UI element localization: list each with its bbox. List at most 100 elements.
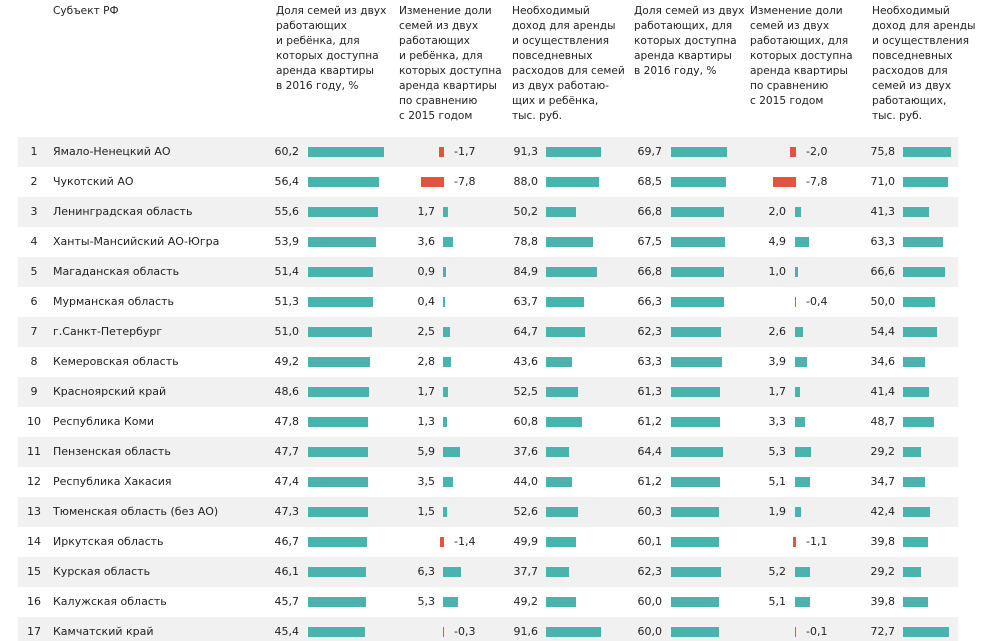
- value-cell: 5,9: [417, 445, 436, 458]
- bar-positive: [546, 147, 601, 157]
- bar-positive: [903, 567, 922, 577]
- value-cell: 1,7: [768, 385, 787, 398]
- bar-positive: [308, 537, 367, 547]
- bar-positive: [443, 417, 447, 427]
- value-cell: 60,3: [637, 505, 663, 518]
- value-cell: 5,1: [768, 475, 787, 488]
- bar-positive: [308, 357, 370, 367]
- value-cell: 39,8: [870, 535, 896, 548]
- value-cell: 1,9: [768, 505, 787, 518]
- rank-cell: 3: [30, 205, 38, 218]
- value-cell: 60,8: [513, 415, 539, 428]
- value-cell: 62,3: [637, 565, 663, 578]
- value-cell: 34,6: [870, 355, 896, 368]
- bar-positive: [546, 567, 569, 577]
- bar-positive: [903, 387, 930, 397]
- value-cell: 48,7: [870, 415, 896, 428]
- bar-positive: [308, 147, 384, 157]
- value-cell: 41,3: [870, 205, 896, 218]
- rank-cell: 1: [30, 145, 38, 158]
- table-row: 10 Республика Коми 47,8 1,3 60,8 61,2 3,3 48,7: [18, 407, 958, 437]
- bar-positive: [903, 207, 930, 217]
- value-cell: 47,8: [274, 415, 300, 428]
- bar-negative: [421, 177, 444, 187]
- bar-positive: [308, 237, 376, 247]
- bar-positive: [903, 477, 925, 487]
- bar-negative: [794, 627, 796, 637]
- region-name: Иркутская область: [53, 535, 164, 548]
- value-cell: 1,0: [768, 265, 787, 278]
- rank-cell: 7: [30, 325, 38, 338]
- value-cell: 66,8: [637, 265, 663, 278]
- value-cell: 2,6: [768, 325, 787, 338]
- value-cell: 2,5: [417, 325, 436, 338]
- table-row: 8 Кемеровская область 49,2 2,8 43,6 63,3 3,9 34…: [18, 347, 958, 377]
- table-row: 9 Красноярский край 48,6 1,7 52,5 61,3 1,7 41,4: [18, 377, 958, 407]
- value-cell: 66,8: [637, 205, 663, 218]
- value-cell: 0,4: [417, 295, 436, 308]
- bar-positive: [546, 297, 585, 307]
- value-cell: 3,5: [417, 475, 436, 488]
- bar-positive: [308, 297, 373, 307]
- bar-positive: [443, 567, 462, 577]
- bar-positive: [903, 147, 951, 157]
- value-cell: 3,3: [768, 415, 787, 428]
- rank-cell: 15: [27, 565, 41, 578]
- value-cell: 56,4: [274, 175, 300, 188]
- bar-positive: [795, 327, 803, 337]
- rank-cell: 10: [27, 415, 41, 428]
- value-cell: 84,9: [513, 265, 539, 278]
- value-cell: 52,6: [513, 505, 539, 518]
- region-name: Кемеровская область: [53, 355, 179, 368]
- bar-positive: [308, 267, 373, 277]
- table-row: 4 Ханты-Мансийский АО-Югра 53,9 3,6 78,8 67,5…: [18, 227, 958, 257]
- region-name: Курская область: [53, 565, 151, 578]
- bar-positive: [443, 507, 448, 517]
- bar-positive: [308, 447, 369, 457]
- value-cell: 67,5: [637, 235, 663, 248]
- value-cell: 43,6: [513, 355, 539, 368]
- bar-positive: [308, 207, 379, 217]
- bar-positive: [443, 237, 454, 247]
- region-name: Ямало-Ненецкий АО: [53, 145, 171, 158]
- bar-positive: [308, 417, 369, 427]
- bar-positive: [546, 357, 573, 367]
- bar-positive: [795, 477, 811, 487]
- value-cell: 60,0: [637, 595, 663, 608]
- region-name: Магаданская область: [53, 265, 180, 278]
- value-cell: 47,7: [274, 445, 300, 458]
- value-cell: 39,8: [870, 595, 896, 608]
- bar-positive: [308, 387, 370, 397]
- value-cell: 69,7: [637, 145, 663, 158]
- bar-positive: [546, 237, 594, 247]
- rank-cell: 6: [30, 295, 38, 308]
- bar-positive: [903, 627, 949, 637]
- table-row: 12 Республика Хакасия 47,4 3,5 44,0 61,2 5,1 34…: [18, 467, 958, 497]
- value-cell: 3,9: [768, 355, 787, 368]
- table-row: 2 Чукотский АО 56,4 -7,8 88,0 68,5 -7,8 71,0: [18, 167, 958, 197]
- rank-cell: 4: [30, 235, 38, 248]
- table-row: 11 Пензенская область 47,7 5,9 37,6 64,4 5,3 29…: [18, 437, 958, 467]
- bar-positive: [795, 597, 811, 607]
- value-cell: 64,7: [513, 325, 539, 338]
- value-cell: 66,3: [637, 295, 663, 308]
- value-cell: 0,9: [417, 265, 436, 278]
- value-cell: -0,1: [806, 625, 828, 638]
- value-cell: 46,1: [274, 565, 300, 578]
- column-header-2: Изменение доли семей из двух работающих …: [399, 5, 502, 122]
- bar-positive: [671, 237, 725, 247]
- table-row: 16 Калужская область 45,7 5,3 49,2 60,0 5,1 39,…: [18, 587, 958, 617]
- bar-positive: [671, 477, 720, 487]
- value-cell: 50,2: [513, 205, 539, 218]
- rank-cell: 5: [30, 265, 38, 278]
- bar-negative: [790, 147, 796, 157]
- value-cell: -1,1: [806, 535, 828, 548]
- bar-positive: [308, 597, 366, 607]
- region-name: г.Санкт-Петербург: [53, 325, 163, 338]
- table-row: 14 Иркутская область 46,7 -1,4 49,9 60,1 -1,1 3…: [18, 527, 958, 557]
- value-cell: 5,2: [768, 565, 787, 578]
- value-cell: 29,2: [870, 445, 896, 458]
- value-cell: 41,4: [870, 385, 896, 398]
- bar-positive: [903, 327, 938, 337]
